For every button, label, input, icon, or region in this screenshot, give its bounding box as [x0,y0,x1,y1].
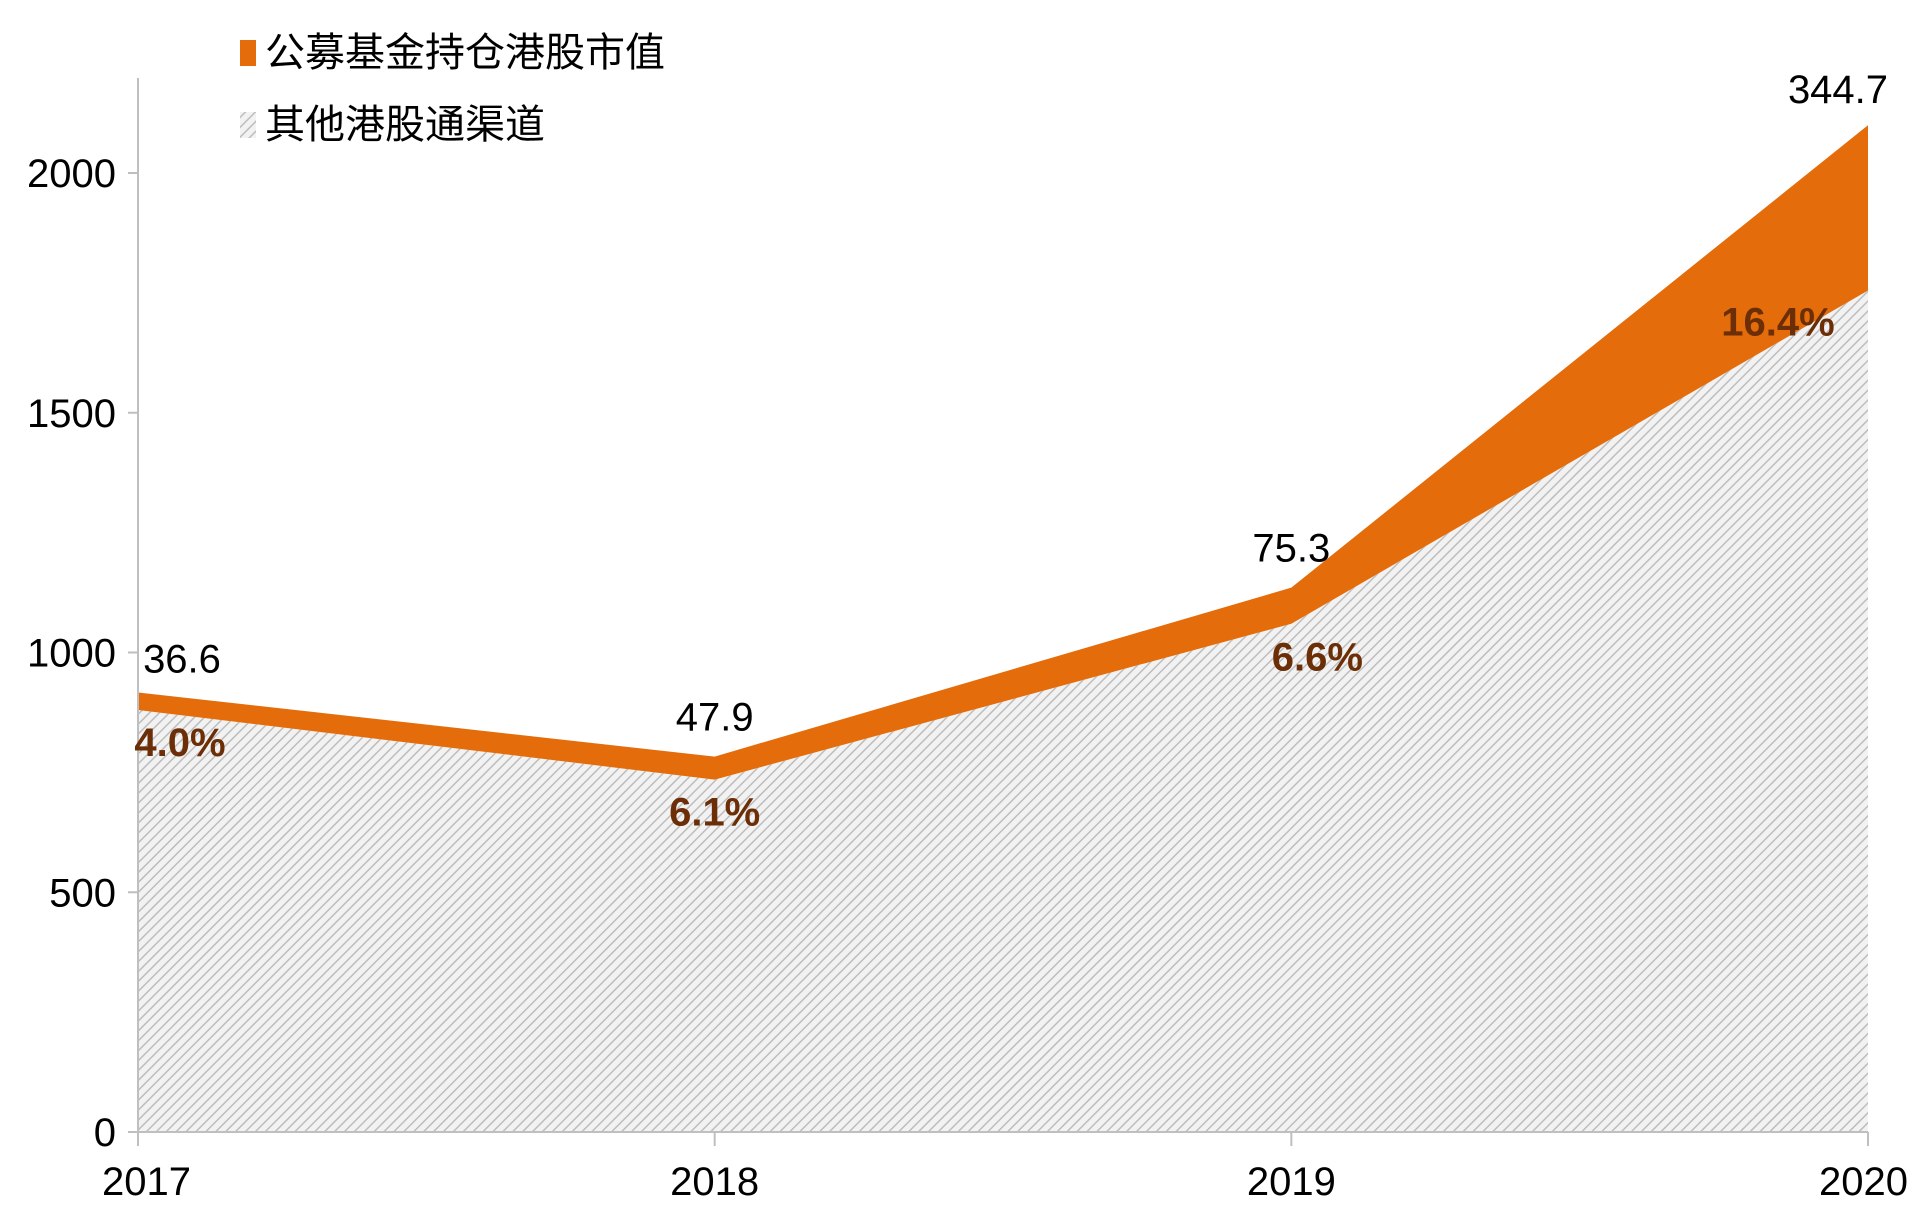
legend-swatch-fund [240,40,256,66]
percent-label: 6.6% [1272,636,1363,680]
legend-label-other: 其他港股通渠道 [265,102,545,148]
y-tick-label: 1000 [27,632,116,676]
x-tick-label: 2020 [1819,1160,1908,1204]
area-fund-holdings [138,125,1868,780]
y-tick-label: 0 [94,1111,116,1155]
value-label: 344.7 [1788,68,1888,112]
value-label: 36.6 [143,637,221,681]
area-other-channels [138,290,1868,1132]
axes-layer: 0 500 1000 1500 2000 2017 2018 2019 2020 [27,78,1908,1204]
y-tick-label: 500 [49,871,116,915]
y-tick-label: 1500 [27,392,116,436]
data-label-layer: 36.6 4.0% 47.9 6.1% 75.3 6.6% 344.7 16.4% [134,68,1888,834]
x-tick-label: 2019 [1247,1160,1336,1204]
legend-label-fund: 公募基金持仓港股市值 [265,30,665,76]
x-tick-label: 2017 [102,1160,191,1204]
value-label: 75.3 [1252,527,1330,571]
percent-label: 4.0% [134,721,225,765]
x-tick-label: 2018 [670,1160,759,1204]
y-tick-label: 2000 [27,152,116,196]
area-layer [138,125,1868,1132]
percent-label: 6.1% [669,791,760,835]
value-label: 47.9 [676,696,754,740]
legend-swatch-other [240,112,256,138]
percent-label: 16.4% [1721,300,1834,344]
